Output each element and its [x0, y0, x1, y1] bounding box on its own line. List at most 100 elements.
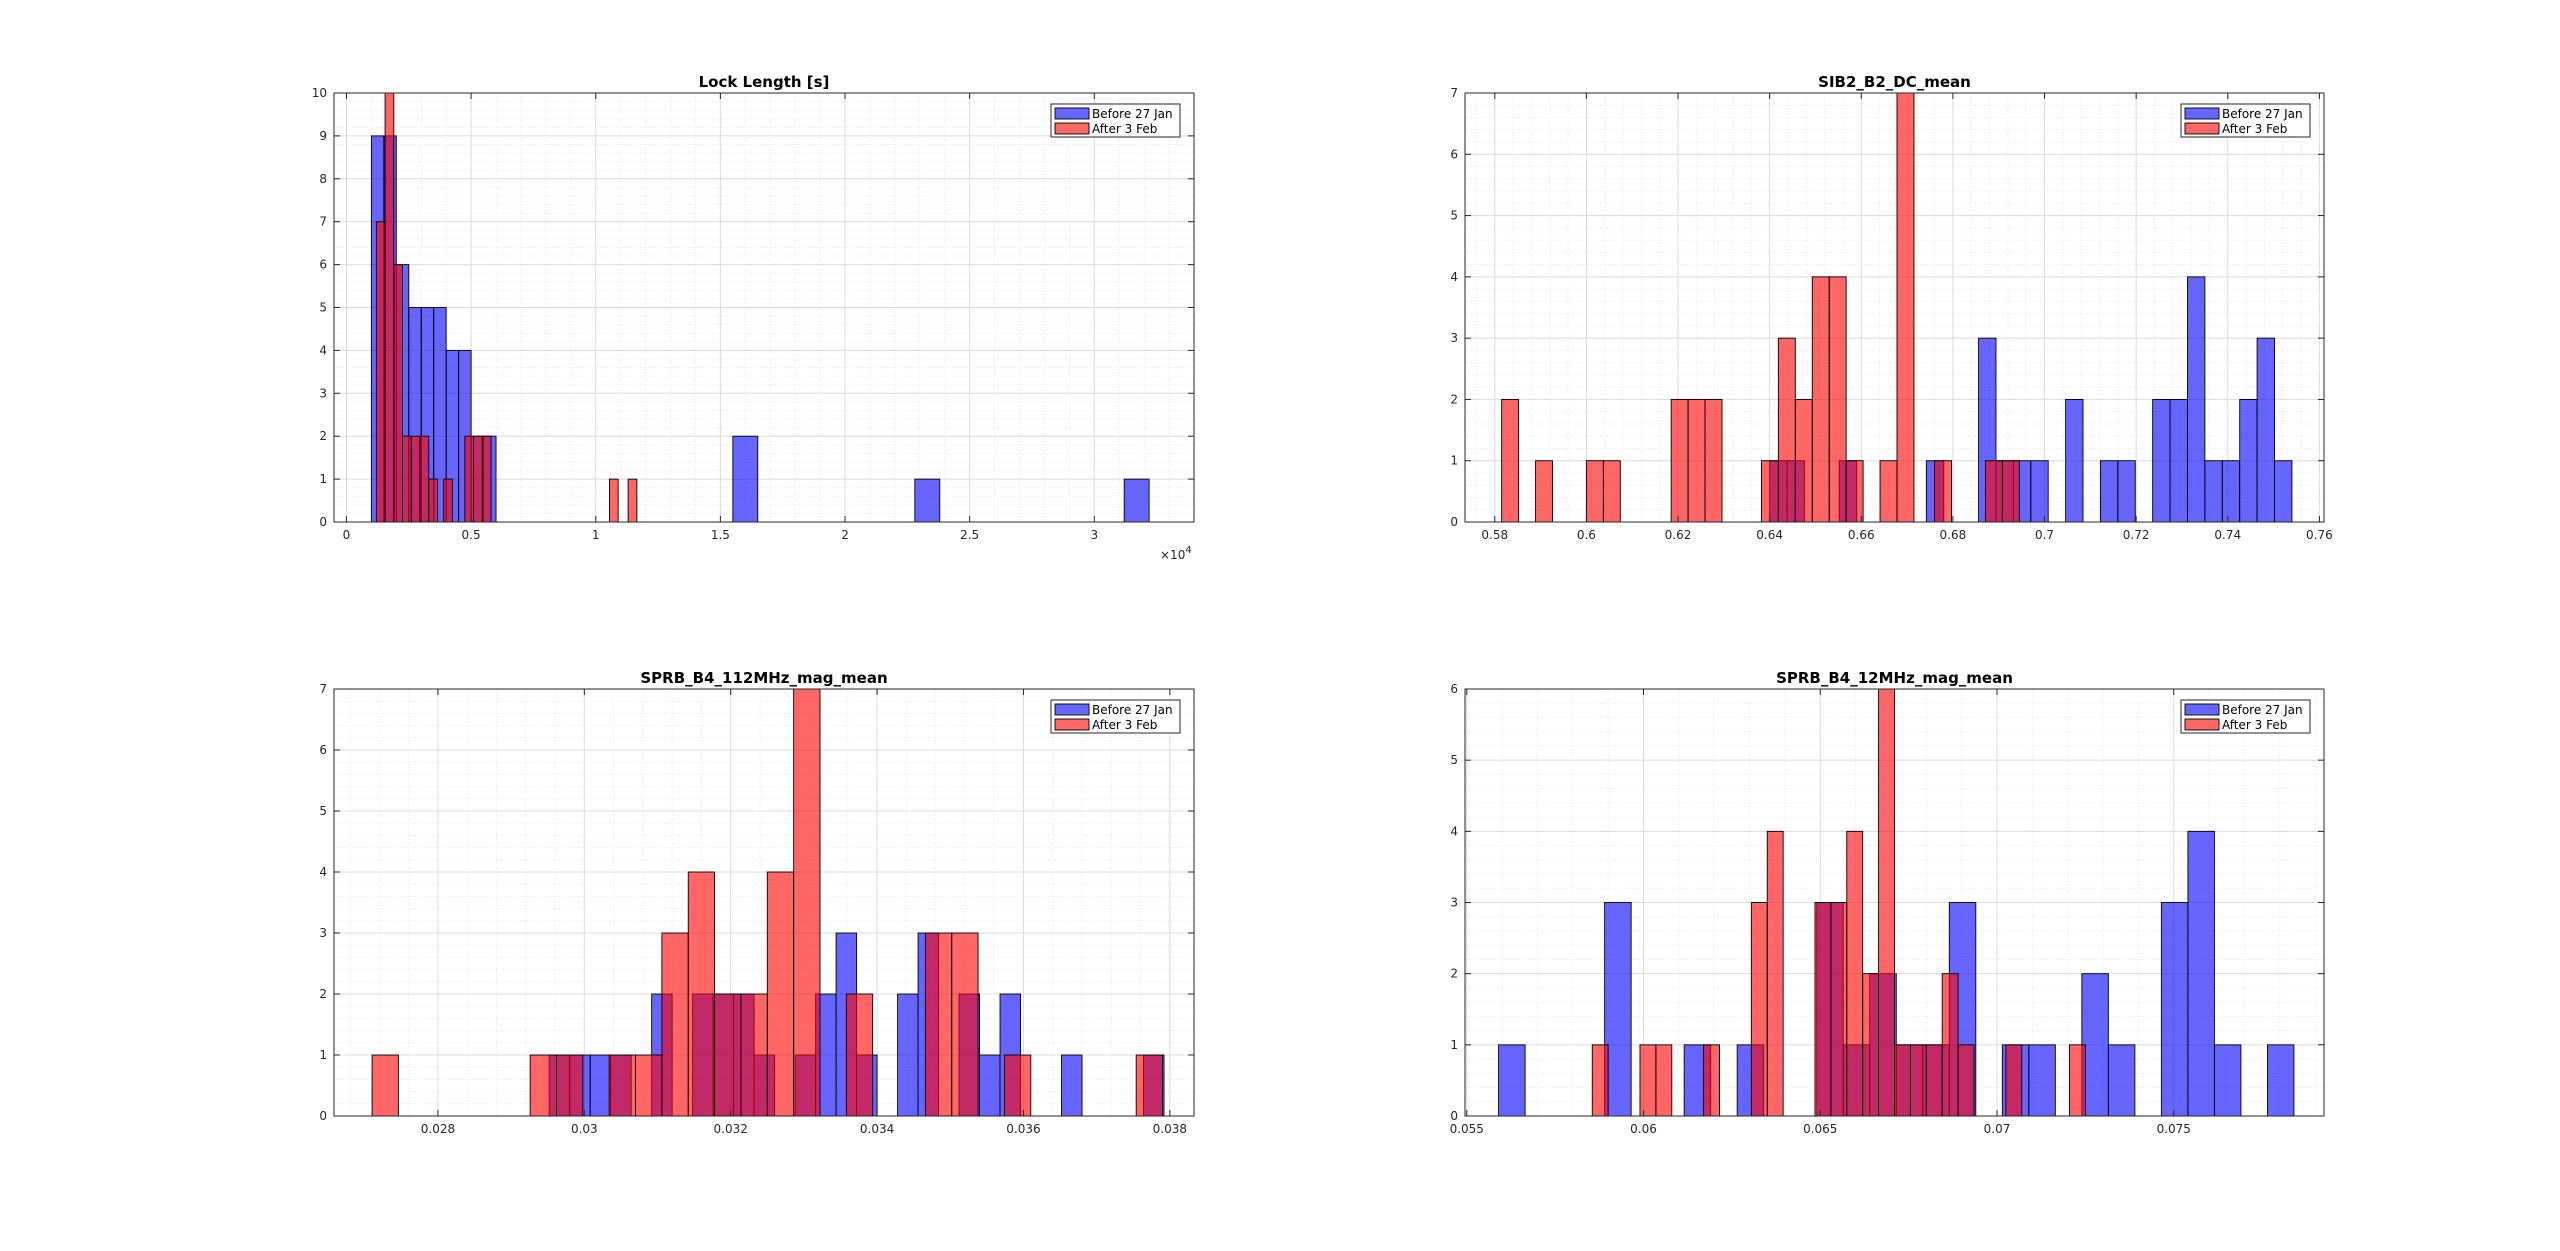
chart-title: Lock Length [s]	[699, 73, 830, 91]
x-tick-label: 0.034	[860, 1122, 894, 1136]
bar-before	[2221, 460, 2241, 523]
bar-after	[556, 1054, 584, 1117]
bar-before	[2117, 460, 2136, 523]
y-tick-label: 7	[319, 215, 327, 229]
x-tick-label: 0.032	[714, 1122, 748, 1136]
y-tick-label: 2	[319, 429, 327, 443]
bar-after	[1703, 1044, 1720, 1117]
bar-after	[1535, 460, 1553, 523]
y-tick-label: 10	[312, 86, 327, 100]
x-tick-label: 2.5	[960, 528, 979, 542]
bar-before	[2239, 398, 2258, 523]
bar-after	[845, 993, 874, 1117]
legend-label-before: Before 27 Jan	[2222, 107, 2303, 121]
bar-after	[1894, 1044, 1911, 1117]
bar-after	[1846, 830, 1864, 1117]
y-tick-label: 3	[319, 386, 327, 400]
legend-label-before: Before 27 Jan	[2222, 703, 2303, 717]
y-tick-label: 0	[1450, 515, 1458, 529]
y-tick-label: 3	[1450, 896, 1458, 910]
bar-before	[2028, 1044, 2056, 1117]
bar-after	[1845, 460, 1864, 523]
bar-before	[2187, 830, 2215, 1117]
bar-after	[529, 1054, 557, 1117]
y-tick-label: 7	[1450, 86, 1458, 100]
bar-after	[924, 932, 953, 1117]
histogram-panel-2: 0.58 0.6 0.62 0.64 0.66 0.68 0.7 0.72 0.74 0.76 0 1…	[1450, 73, 2332, 542]
bar-after	[1750, 902, 1768, 1117]
y-tick-label: 1	[1450, 454, 1458, 468]
bar-after	[1760, 460, 1779, 523]
bar-after	[464, 435, 475, 523]
legend-swatch-before	[1054, 107, 1090, 120]
y-tick-label: 4	[319, 343, 327, 357]
x-tick-label: 0.075	[2157, 1122, 2191, 1136]
x-tick-label: 0.06	[1630, 1122, 1657, 1136]
bar-before	[2213, 1044, 2242, 1117]
bar-after	[2005, 1044, 2023, 1117]
x-tick-label: 0	[343, 528, 351, 542]
bar-before	[2065, 398, 2084, 523]
y-tick-label: 2	[1450, 392, 1458, 406]
bar-before	[2152, 398, 2171, 523]
bar-after	[1591, 1044, 1609, 1117]
bar-before	[2266, 1044, 2295, 1117]
x-tick-label: 3	[1090, 528, 1098, 542]
bar-after	[1814, 902, 1832, 1117]
y-tick-label: 6	[319, 743, 327, 757]
bar-after	[1925, 1044, 1943, 1117]
bar-before	[914, 478, 941, 523]
bar-after	[1828, 276, 1847, 523]
bar-after	[793, 688, 821, 1117]
bar-after	[687, 871, 716, 1117]
bar-after	[635, 1054, 663, 1117]
x-tick-label: 0.66	[1848, 528, 1875, 542]
bar-after	[766, 871, 795, 1117]
x-tick-label: 0.76	[2306, 528, 2333, 542]
x-tick-label: 2	[841, 528, 849, 542]
axes-box	[333, 688, 1195, 1117]
legend-label-after: After 3 Feb	[2222, 122, 2287, 136]
y-tick-label: 3	[1450, 331, 1458, 345]
x-tick-label: 1	[592, 528, 600, 542]
bar-after	[1585, 460, 1604, 523]
x-tick-label: 0.7	[2035, 528, 2054, 542]
legend-swatch-before	[2184, 107, 2220, 120]
bar-after	[608, 478, 619, 523]
bar-after	[1811, 276, 1830, 523]
legend-label-after: After 3 Feb	[1092, 122, 1157, 136]
bar-after	[1934, 460, 1952, 523]
chart-title: SIB2_B2_DC_mean	[1818, 73, 1971, 91]
y-tick-label: 0	[319, 1109, 327, 1123]
x-tick-label: 0.58	[1481, 528, 1508, 542]
bar-after	[1878, 688, 1895, 1117]
bar-after	[1957, 1044, 1975, 1117]
x-tick-label: 1.5	[711, 528, 730, 542]
y-tick-label: 1	[1450, 1038, 1458, 1052]
x-tick-label: 0.03	[571, 1122, 598, 1136]
legend-swatch-before	[2184, 703, 2220, 716]
bar-before	[589, 1054, 612, 1117]
x-tick-label: 0.72	[2123, 528, 2150, 542]
x-tick-label: 0.07	[1984, 1122, 2011, 1136]
y-tick-label: 9	[319, 129, 327, 143]
bar-after	[443, 478, 453, 523]
y-tick-label: 3	[319, 926, 327, 940]
chart-title: SPRB_B4_12MHz_mag_mean	[1776, 669, 2013, 687]
bar-after	[1862, 973, 1880, 1117]
bar-before	[2256, 337, 2275, 523]
bar-after	[1639, 1044, 1657, 1117]
bar-before	[2274, 460, 2293, 523]
x-tick-label: 0.68	[1940, 528, 1967, 542]
x-tick-label: 0.62	[1665, 528, 1692, 542]
bar-after	[951, 932, 979, 1117]
y-tick-label: 4	[1450, 270, 1458, 284]
bar-after	[1879, 460, 1898, 523]
bar-after	[428, 478, 438, 523]
bar-after	[384, 92, 395, 523]
y-tick-label: 1	[319, 472, 327, 486]
bar-after	[2001, 460, 2020, 523]
